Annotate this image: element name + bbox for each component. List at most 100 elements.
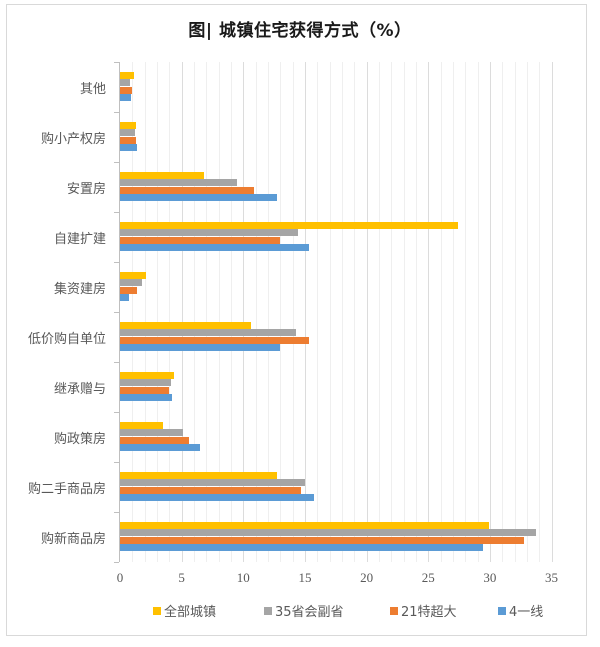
category-label: 购小产权房 — [40, 132, 106, 147]
bar — [120, 436, 190, 444]
gridline — [206, 62, 208, 562]
bar — [120, 329, 297, 336]
legend-item: 21特超大 — [390, 601, 457, 620]
category-label: 购二手商品房 — [27, 482, 106, 497]
gridline — [378, 62, 380, 562]
gridline — [230, 62, 232, 562]
category-label: 继承赠与 — [53, 382, 106, 397]
y-tick — [114, 362, 119, 363]
bar — [120, 144, 138, 151]
category-label: 低价购自单位 — [27, 332, 106, 347]
bar — [120, 494, 314, 501]
y-tick — [114, 512, 119, 513]
bar — [120, 544, 483, 551]
bar — [120, 86, 133, 94]
gridline — [341, 62, 343, 562]
bar — [120, 236, 281, 244]
gridline — [539, 62, 541, 562]
gridline — [193, 62, 195, 562]
gridline — [169, 62, 171, 562]
bar — [120, 179, 238, 186]
gridline — [304, 62, 306, 562]
bar — [120, 286, 138, 294]
bar — [120, 171, 204, 179]
y-tick — [114, 462, 119, 463]
bar — [120, 194, 277, 201]
gridline — [403, 62, 405, 562]
gridline — [243, 62, 245, 562]
y-axis — [119, 62, 120, 562]
bar — [120, 486, 302, 494]
gridline — [514, 62, 516, 562]
bar — [120, 536, 525, 544]
y-tick — [114, 212, 119, 213]
legend-item: 35省会副省 — [264, 601, 344, 620]
x-tick-label: 0 — [116, 570, 124, 585]
bar — [120, 371, 175, 379]
x-tick-label: 5 — [178, 570, 185, 585]
category-label: 购新商品房 — [40, 532, 106, 547]
x-tick-label: 30 — [483, 570, 497, 585]
gridline — [218, 62, 220, 562]
gridline — [366, 62, 368, 562]
x-tick-label: 10 — [236, 570, 250, 585]
gridline — [428, 62, 430, 562]
gridline — [267, 62, 269, 562]
bar — [120, 379, 171, 386]
bar — [120, 94, 132, 101]
gridline — [452, 62, 454, 562]
legend-swatch-icon — [153, 606, 161, 615]
bar — [120, 136, 137, 144]
plot-area — [120, 62, 575, 562]
y-tick — [114, 562, 119, 563]
gridline — [551, 62, 553, 562]
y-tick — [114, 62, 119, 63]
bar — [120, 386, 170, 394]
legend-swatch-icon — [264, 606, 272, 615]
gridline — [477, 62, 479, 562]
bar — [120, 244, 309, 251]
category-label: 购政策房 — [53, 432, 106, 447]
bar — [120, 129, 135, 136]
gridline — [415, 62, 417, 562]
x-tick-label: 20 — [360, 570, 374, 585]
legend-label: 35省会副省 — [275, 605, 344, 620]
bar — [120, 221, 458, 229]
gridline — [489, 62, 491, 562]
bar — [120, 321, 251, 329]
bar — [120, 229, 298, 236]
y-tick — [114, 312, 119, 313]
y-tick — [114, 412, 119, 413]
gridline — [255, 62, 257, 562]
gridline — [329, 62, 331, 562]
gridline — [465, 62, 467, 562]
x-tick-label: 15 — [298, 570, 312, 585]
gridline — [144, 62, 146, 562]
gridline — [502, 62, 504, 562]
gridline — [292, 62, 294, 562]
gridline — [317, 62, 319, 562]
legend-swatch-icon — [498, 606, 506, 615]
gridline — [391, 62, 393, 562]
bar — [120, 421, 164, 429]
bar — [120, 294, 129, 301]
legend-swatch-icon — [390, 606, 398, 615]
bar — [120, 279, 143, 286]
y-tick — [114, 112, 119, 113]
gridline — [526, 62, 528, 562]
gridline — [280, 62, 282, 562]
legend-item: 4一线 — [498, 601, 543, 620]
bar — [120, 444, 201, 451]
category-label: 集资建房 — [53, 282, 106, 297]
legend-label: 4一线 — [509, 605, 544, 620]
bar — [120, 336, 309, 344]
legend-item: 全部城镇 — [153, 601, 216, 620]
bar — [120, 79, 130, 86]
bar — [120, 471, 277, 479]
bar — [120, 121, 137, 129]
bar — [120, 529, 536, 536]
x-tick-label: 35 — [545, 570, 559, 585]
bar — [120, 521, 489, 529]
gridline — [440, 62, 442, 562]
bar — [120, 429, 183, 436]
